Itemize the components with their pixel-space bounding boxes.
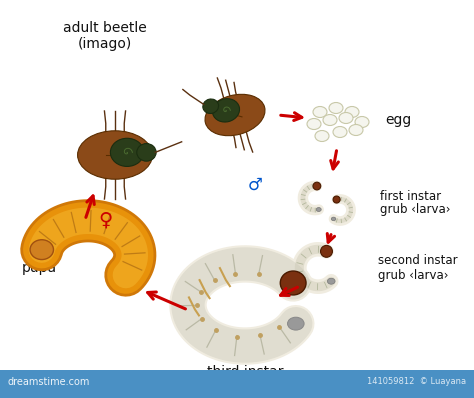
Ellipse shape xyxy=(349,125,363,135)
Ellipse shape xyxy=(203,99,219,113)
Ellipse shape xyxy=(345,107,359,117)
Ellipse shape xyxy=(78,131,153,179)
Text: grub ‹larva›: grub ‹larva› xyxy=(203,379,286,393)
Circle shape xyxy=(333,196,340,203)
Text: ♀: ♀ xyxy=(98,211,112,230)
Ellipse shape xyxy=(307,119,321,129)
Circle shape xyxy=(313,182,321,190)
Ellipse shape xyxy=(331,217,336,220)
Ellipse shape xyxy=(328,278,335,284)
Ellipse shape xyxy=(288,317,304,330)
Text: pupa: pupa xyxy=(22,261,57,275)
Text: third instar: third instar xyxy=(207,365,283,379)
Ellipse shape xyxy=(110,138,144,166)
Ellipse shape xyxy=(212,99,239,122)
Ellipse shape xyxy=(323,115,337,125)
Ellipse shape xyxy=(30,240,54,259)
Text: egg: egg xyxy=(385,113,411,127)
Ellipse shape xyxy=(355,117,369,127)
Ellipse shape xyxy=(329,103,343,113)
Ellipse shape xyxy=(316,208,321,211)
Text: adult beetle: adult beetle xyxy=(63,21,147,35)
Ellipse shape xyxy=(280,271,306,295)
Circle shape xyxy=(320,246,332,257)
Text: second instar: second instar xyxy=(378,254,457,267)
Text: grub ‹larva›: grub ‹larva› xyxy=(380,203,450,217)
Text: (imago): (imago) xyxy=(78,37,132,51)
Text: grub ‹larva›: grub ‹larva› xyxy=(378,269,448,281)
Text: ♂: ♂ xyxy=(247,176,263,194)
Ellipse shape xyxy=(205,94,265,136)
Ellipse shape xyxy=(313,107,327,117)
Ellipse shape xyxy=(137,144,156,161)
Text: 141059812  © Luayana: 141059812 © Luayana xyxy=(367,377,466,386)
Text: dreamstime.com: dreamstime.com xyxy=(8,377,91,387)
Text: first instar: first instar xyxy=(380,189,441,203)
Ellipse shape xyxy=(315,131,329,142)
Bar xyxy=(0,370,474,398)
Ellipse shape xyxy=(339,113,353,123)
Ellipse shape xyxy=(333,127,347,137)
